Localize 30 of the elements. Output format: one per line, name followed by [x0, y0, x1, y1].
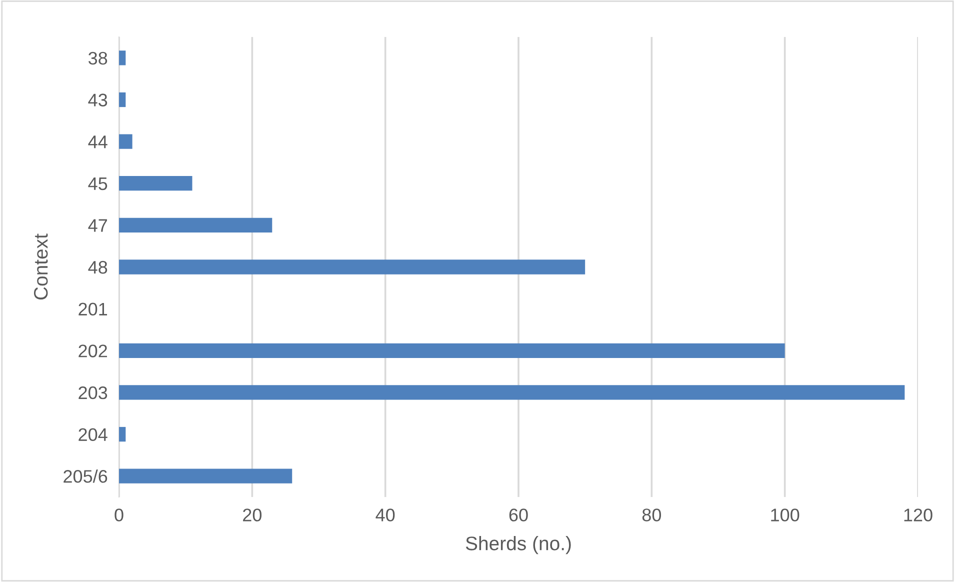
x-tick-label: 40	[376, 508, 395, 522]
y-axis-title: Context	[34, 234, 48, 300]
y-tick-label: 204	[78, 428, 108, 441]
y-tick-label: 38	[88, 52, 108, 65]
bar	[119, 50, 126, 66]
x-axis-title: Sherds (no.)	[466, 536, 571, 554]
y-tick-label: 201	[78, 302, 108, 316]
x-tick-label: 80	[642, 508, 662, 522]
x-tick-label: 60	[509, 508, 528, 522]
y-tick-label: 47	[88, 219, 107, 232]
y-tick-label: 45	[88, 177, 108, 190]
y-tick-label: 203	[78, 386, 108, 400]
y-tick-label: 202	[78, 344, 107, 358]
bar	[119, 176, 192, 191]
bar	[119, 134, 132, 149]
x-tick-label: 100	[771, 508, 800, 522]
bar	[119, 385, 905, 400]
bar	[119, 92, 126, 108]
bar	[119, 260, 586, 274]
y-tick-label: 44	[88, 136, 108, 148]
bar	[119, 343, 785, 358]
y-tick-label: 43	[88, 94, 108, 106]
bar	[119, 426, 126, 442]
bar	[119, 218, 272, 232]
y-tick-label: 205/6	[64, 470, 108, 483]
bar	[119, 468, 292, 484]
x-tick-label: 0	[114, 508, 124, 522]
y-tick-label: 48	[88, 260, 108, 274]
x-tick-label: 120	[904, 508, 932, 522]
x-tick-label: 20	[243, 508, 262, 522]
